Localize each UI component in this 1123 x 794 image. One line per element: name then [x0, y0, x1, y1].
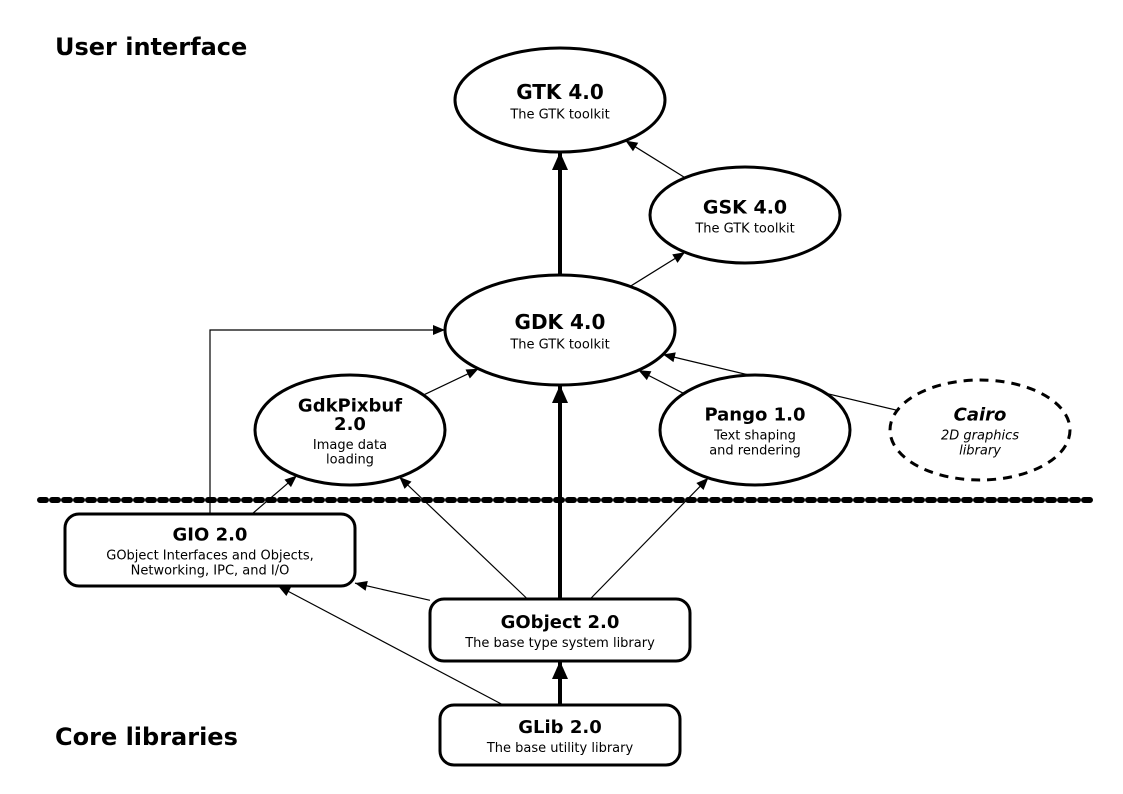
architecture-diagram: GTK 4.0 The GTK toolkit GSK 4.0 The GTK too…	[0, 0, 1123, 794]
node-subtitle: Networking, IPC, and I/O	[131, 563, 290, 578]
node-glib: GLib 2.0 The base utility library	[440, 705, 680, 765]
node-title2: 2.0	[334, 414, 366, 435]
edge-arrowhead	[625, 141, 638, 152]
edge-arrowhead	[355, 581, 368, 591]
node-subtitle: The GTK toolkit	[694, 222, 794, 237]
node-gtk: GTK 4.0 The GTK toolkit	[455, 48, 665, 152]
node-pixbuf: GdkPixbuf2.0 Image dataloading	[255, 375, 445, 485]
edge-line	[399, 477, 527, 599]
node-gobject: GObject 2.0 The base type system library	[430, 599, 690, 661]
node-gdk: GDK 4.0 The GTK toolkit	[445, 275, 675, 385]
node-subtitle: Text shaping	[713, 428, 796, 443]
bottom-section-label: Core libraries	[55, 723, 238, 751]
node-gio: GIO 2.0 GObject Interfaces and Objects,Ne…	[65, 514, 355, 586]
node-pango: Pango 1.0 Text shapingand rendering	[660, 375, 850, 485]
node-subtitle: The base utility library	[486, 741, 634, 756]
top-section-label: User interface	[55, 33, 247, 61]
node-title: GLib 2.0	[518, 717, 601, 738]
labels-layer: User interface Core libraries	[55, 33, 247, 751]
node-title: Pango 1.0	[704, 405, 805, 426]
edge-arrowhead	[552, 152, 568, 170]
node-title: GIO 2.0	[173, 525, 248, 546]
node-title: Cairo	[954, 405, 1007, 426]
node-title: GdkPixbuf	[298, 395, 402, 416]
node-title: GObject 2.0	[501, 612, 620, 633]
edge-arrowhead	[552, 661, 568, 679]
node-subtitle: The base type system library	[464, 636, 655, 651]
edge-line	[590, 478, 708, 599]
node-subtitle: and rendering	[709, 443, 801, 458]
node-subtitle: The GTK toolkit	[509, 338, 609, 353]
edge-arrowhead	[278, 586, 291, 596]
node-subtitle: Image data	[313, 438, 387, 453]
edge-arrowhead	[433, 325, 445, 335]
node-subtitle: loading	[326, 453, 374, 468]
edge-arrowhead	[638, 370, 651, 380]
node-subtitle: GObject Interfaces and Objects,	[106, 548, 314, 563]
node-gsk: GSK 4.0 The GTK toolkit	[650, 167, 840, 263]
node-title: GSK 4.0	[703, 197, 787, 219]
node-subtitle: 2D graphics	[941, 428, 1019, 443]
edge-arrowhead	[552, 385, 568, 403]
node-subtitle: library	[959, 443, 1001, 458]
node-cairo: Cairo 2D graphicslibrary	[890, 380, 1070, 480]
node-subtitle: The GTK toolkit	[509, 108, 609, 123]
node-title: GTK 4.0	[516, 80, 604, 104]
nodes-layer: GTK 4.0 The GTK toolkit GSK 4.0 The GTK too…	[65, 48, 1070, 765]
edge-arrowhead	[284, 476, 296, 488]
edge-arrowhead	[672, 252, 685, 263]
node-title: GDK 4.0	[515, 310, 606, 334]
